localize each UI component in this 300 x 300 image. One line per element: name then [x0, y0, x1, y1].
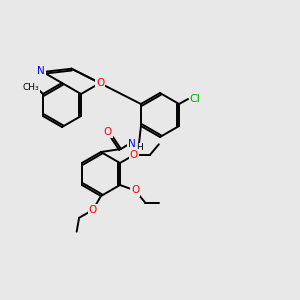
Text: O: O — [89, 205, 97, 215]
Text: N: N — [37, 66, 45, 76]
Text: Cl: Cl — [190, 94, 200, 104]
Text: H: H — [136, 143, 143, 152]
Text: CH₃: CH₃ — [22, 83, 39, 92]
Text: N: N — [128, 139, 136, 149]
Text: O: O — [130, 150, 138, 160]
Text: O: O — [131, 185, 139, 196]
Text: O: O — [96, 78, 104, 88]
Text: O: O — [104, 127, 112, 137]
